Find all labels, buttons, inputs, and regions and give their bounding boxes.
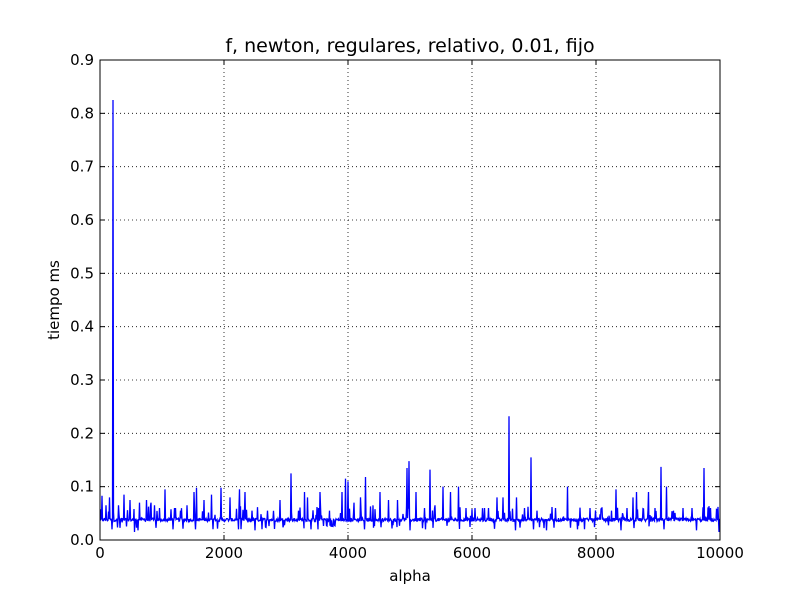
y-tick-label: 0.6 xyxy=(70,211,94,229)
plot-background xyxy=(100,60,720,540)
y-tick-label: 0.0 xyxy=(70,531,94,549)
y-tick-label: 0.5 xyxy=(70,264,94,282)
y-tick-label: 0.9 xyxy=(70,51,94,69)
y-axis-label: tiempo ms xyxy=(45,260,63,340)
x-tick-label: 4000 xyxy=(329,544,367,562)
y-tick-label: 0.2 xyxy=(70,424,94,442)
x-tick-label: 10000 xyxy=(696,544,744,562)
y-tick-label: 0.4 xyxy=(70,318,94,336)
x-axis-label: alpha xyxy=(389,567,431,585)
series-layer xyxy=(100,99,720,533)
y-tick-label: 0.3 xyxy=(70,371,94,389)
y-tick-label: 0.8 xyxy=(70,104,94,122)
ticks: 0 2000 4000 6000 8000 10000 0.0 0.1 0.2 0.3 0.4 0.5… xyxy=(70,51,744,562)
x-tick-label: 2000 xyxy=(205,544,243,562)
x-tick-label: 8000 xyxy=(577,544,615,562)
x-tick-label: 0 xyxy=(95,544,105,562)
chart-title: f, newton, regulares, relativo, 0.01, fi… xyxy=(225,35,594,57)
y-tick-label: 0.7 xyxy=(70,158,94,176)
grid xyxy=(100,60,720,540)
x-tick-label: 6000 xyxy=(453,544,491,562)
series-line xyxy=(100,99,720,533)
plot-frame xyxy=(99,59,721,541)
y-tick-label: 0.1 xyxy=(70,478,94,496)
